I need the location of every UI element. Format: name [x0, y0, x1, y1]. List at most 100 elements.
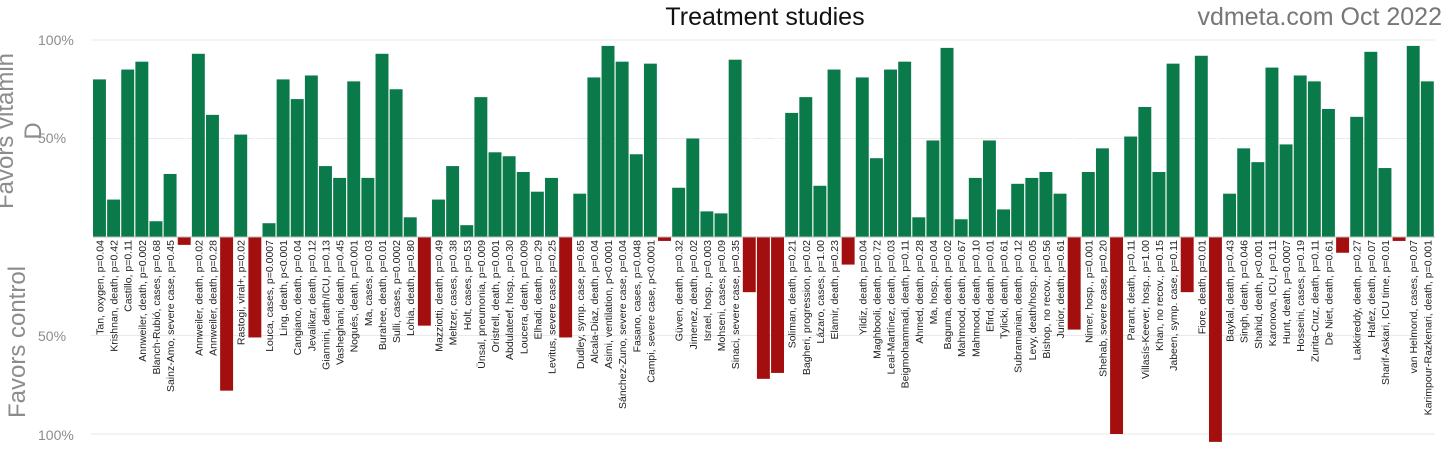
category-label: Tan, oxygen, p=0.04 [94, 240, 106, 335]
y-tick-label: 50% [38, 328, 67, 344]
source-credit: vdmeta.com Oct 2022 [1197, 3, 1442, 31]
category-label: Shahid, death, p<0.001 [1253, 240, 1265, 349]
bar [997, 209, 1011, 237]
category-label: Vasheghani, death, p=0.45 [335, 240, 347, 365]
bar [756, 237, 770, 379]
category-label: Giannini, death/ICU, p=0.13 [320, 240, 332, 370]
category-label: Fasano, cases, p=0.048 [631, 240, 643, 353]
category-label: Maghbooli, death, p=0.72 [871, 240, 883, 359]
category-label: Efird, death, p=0.01 [984, 240, 996, 332]
bar [417, 237, 431, 326]
category-label: Hernández, death, p=1.00 [179, 111, 191, 233]
category-label: Nimer, hosp., p=0.001 [1083, 240, 1095, 343]
category-label: Fiore, death, p=0.01 [1196, 240, 1208, 334]
y-tick-label: 50% [38, 130, 67, 146]
category-label: Dudley, symp. case, p=0.65 [575, 240, 587, 369]
category-label: Subramanian, death, p=0.12 [1013, 240, 1025, 373]
category-label: Junior, death, p=0.61 [1055, 240, 1067, 339]
bar [1336, 237, 1350, 253]
bar [700, 211, 714, 237]
category-label: Yildiz, death, p=0.04 [857, 240, 869, 335]
category-label: Mahmood, death, p=0.67 [956, 240, 968, 357]
category-label: Mahmood, death, p=0.10 [970, 240, 982, 357]
bar [107, 199, 121, 237]
bar [220, 237, 234, 391]
category-label: Lázaro, cases, p=1.00 [815, 240, 827, 344]
category-label: Lohia, death, p=0.80 [405, 240, 417, 336]
bar [389, 89, 403, 237]
bar [248, 237, 262, 338]
category-label: Karonova, ICU, p=0.11 [1267, 240, 1279, 346]
category-label: Güven, death, p=0.32 [674, 240, 686, 341]
category-label: Villasís-Keever, hosp., p=1.00 [1140, 240, 1152, 379]
bar [954, 219, 968, 237]
category-label: Hosseini, cases, p=0.19 [1295, 240, 1307, 352]
bar [333, 177, 347, 237]
bar [1321, 108, 1335, 237]
category-label: Murai, death, p=0.43 [250, 136, 262, 233]
category-label: Aldwihi, hosp., p=0.002 [561, 124, 573, 233]
category-label: Sánchez-Zuno, severe case, p=0.04 [617, 240, 629, 409]
category-label: Louca, cases, p=0.0007 [264, 240, 276, 352]
category-label: Jolliffe, ventilation, p=1.00 [1112, 112, 1124, 233]
category-label: Annweiler, death, p=0.02 [193, 240, 205, 356]
bar [502, 156, 516, 237]
category-label: Sharif-Askari, ICU time, p=0.01 [1380, 240, 1392, 385]
category-label: Abdulateef, hosp., p=0.30 [504, 240, 516, 360]
bar [559, 237, 573, 338]
category-label: Alcala-Diaz, death, p=0.04 [589, 240, 601, 364]
bar [135, 61, 149, 237]
category-label: Soliman, death, p=0.21 [787, 240, 799, 348]
category-label: Elhadi, death, p=0.29 [532, 240, 544, 340]
category-label: Bagheri, progression, p=0.02 [801, 240, 813, 375]
bar [1208, 237, 1222, 442]
category-label: Sulli, cases, p=0.0002 [391, 240, 403, 343]
category-label: Cangiano, death, p=0.04 [292, 240, 304, 355]
bar [516, 171, 530, 237]
bar [177, 237, 191, 245]
category-label: Loucera, death, p=0.009 [518, 240, 530, 354]
category-label: Singh, death, p=0.046 [1239, 240, 1251, 343]
category-label: Leal-Martínez, death, p=0.03 [886, 240, 898, 375]
bar [1011, 183, 1025, 237]
bar [262, 223, 276, 237]
bar [121, 69, 135, 237]
category-label: Israel, hosp., p=0.003 [702, 240, 714, 341]
bar [1124, 136, 1138, 237]
category-label: Oristrell, death, p=0.001 [490, 240, 502, 353]
bar [446, 166, 460, 237]
category-label: Zangeneh, death, p=0.40 [1182, 115, 1194, 233]
bar [375, 53, 389, 237]
bar [1166, 63, 1180, 237]
bar [658, 237, 671, 241]
category-label: Arroyo-Díaz, death, p=0.59 [843, 106, 855, 233]
category-label: Annweiler, death, p=0.28 [207, 240, 219, 356]
bar [1095, 148, 1109, 237]
bar [1251, 162, 1265, 237]
bar [771, 237, 784, 373]
category-label: Jimenez, death, p=0.02 [688, 240, 700, 350]
bar [785, 112, 799, 237]
category-label: Sinaci, severe case, p=0.35 [730, 240, 742, 369]
bar [926, 140, 940, 237]
category-label: Bishop, no recov., p=0.56 [1041, 240, 1053, 359]
category-label: Khan, no recov., p=0.15 [1154, 240, 1166, 351]
category-label: Elamir, death, p=0.23 [829, 240, 841, 340]
category-label: Sainz-Amo, severe case, p=0.45 [165, 240, 177, 392]
category-label: Krishnan, death, p=0.42 [109, 240, 121, 352]
bar [1152, 171, 1166, 237]
bar [403, 217, 417, 237]
bar [163, 173, 177, 237]
bar [361, 177, 375, 237]
category-label: Annweiler, death, p=0.002 [137, 240, 149, 362]
category-label: Baguma, death, p=0.02 [942, 240, 954, 350]
bar [799, 97, 813, 237]
bar [149, 221, 163, 237]
category-label: Ullah, death, p=0.34 [419, 139, 431, 233]
bar [460, 225, 474, 237]
bar [1039, 171, 1053, 237]
category-label: Nogués, death, p=0.001 [349, 240, 361, 353]
bar [1081, 171, 1095, 237]
bar [1420, 81, 1434, 238]
